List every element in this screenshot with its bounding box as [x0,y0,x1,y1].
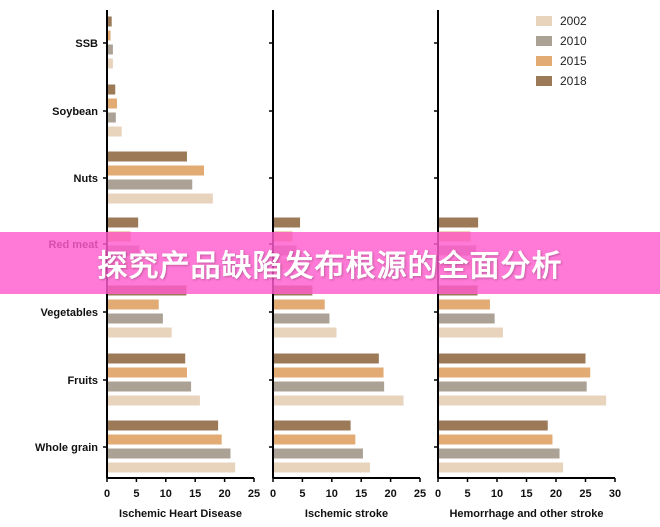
bar-red-meat-2018 [107,217,139,228]
bar-fruits-2015 [107,367,187,378]
bar-whole-grain-2010 [107,448,231,459]
x-tick-label-0: 0 [435,488,441,500]
x-tick-label-0: 0 [270,488,276,500]
bar-fruits-2018 [273,353,379,364]
bar-fruits-2010 [438,381,587,392]
x-tick-label-5: 5 [299,488,305,500]
category-label-ssb: SSB [75,38,98,50]
x-tick-label-20: 20 [384,488,396,500]
legend-swatch-2018 [536,76,552,86]
bar-ssb-2002 [107,58,113,69]
bar-fruits-2002 [273,395,404,406]
x-tick-label-5: 5 [464,488,470,500]
bar-fruits-2018 [107,353,186,364]
bar-fruits-2010 [273,381,385,392]
bar-soybean-2015 [107,98,117,109]
bar-fruits-2015 [438,367,591,378]
bar-vegetables-2010 [273,313,330,324]
x-tick-label-25: 25 [414,488,426,500]
bar-vegetables-2002 [273,327,337,338]
category-label-vegetables: Vegetables [41,307,98,319]
x-tick-label-10: 10 [491,488,503,500]
legend: 2002 2010 2015 2018 [536,14,587,88]
bar-nuts-2010 [107,179,193,190]
bar-red-meat-2018 [273,217,301,228]
x-tick-label-20: 20 [218,488,230,500]
x-tick-label-15: 15 [189,488,201,500]
bar-whole-grain-2010 [438,448,560,459]
x-tick-label-15: 15 [355,488,367,500]
x-tick-label-25: 25 [248,488,260,500]
x-axis-label: Hemorrhage and other stroke [449,508,603,520]
bar-whole-grain-2018 [107,420,219,431]
bar-fruits-2015 [273,367,384,378]
legend-label-2010: 2010 [560,34,587,48]
bar-vegetables-2002 [107,327,172,338]
bar-ssb-2015 [107,30,111,41]
bar-soybean-2018 [107,84,116,95]
bar-whole-grain-2010 [273,448,363,459]
legend-swatch-2002 [536,16,552,26]
x-tick-label-30: 30 [609,488,621,500]
x-tick-label-10: 10 [160,488,172,500]
bar-nuts-2015 [107,165,205,176]
banner-text: 探究产品缺陷发布根源的全面分析 [97,249,563,284]
x-tick-label-0: 0 [104,488,110,500]
bar-vegetables-2010 [438,313,495,324]
bar-whole-grain-2002 [273,462,371,473]
bar-whole-grain-2002 [438,462,564,473]
legend-swatch-2010 [536,36,552,46]
x-axis-label: Ischemic stroke [305,508,388,520]
bar-vegetables-2002 [438,327,503,338]
x-tick-label-20: 20 [550,488,562,500]
bar-whole-grain-2015 [107,434,222,445]
bar-whole-grain-2018 [273,420,351,431]
bar-nuts-2018 [107,151,187,162]
category-label-nuts: Nuts [74,173,98,185]
bar-whole-grain-2015 [273,434,356,445]
x-tick-label-15: 15 [520,488,532,500]
x-tick-label-10: 10 [326,488,338,500]
legend-label-2018: 2018 [560,74,587,88]
legend-label-2002: 2002 [560,14,587,28]
bar-ssb-2010 [107,44,113,55]
category-label-fruits: Fruits [67,375,98,387]
bar-vegetables-2010 [107,313,163,324]
bar-vegetables-2015 [438,299,490,310]
bar-whole-grain-2018 [438,420,548,431]
bar-fruits-2002 [107,395,200,406]
bar-ssb-2018 [107,16,112,27]
bar-vegetables-2015 [273,299,325,310]
bar-soybean-2002 [107,126,122,137]
bar-fruits-2002 [438,395,607,406]
x-tick-label-5: 5 [133,488,139,500]
bar-whole-grain-2015 [438,434,553,445]
bar-nuts-2002 [107,193,213,204]
x-axis-label: Ischemic Heart Disease [119,508,242,520]
category-label-whole-grain: Whole grain [35,442,98,454]
legend-swatch-2015 [536,56,552,66]
bar-red-meat-2018 [438,217,479,228]
bar-fruits-2018 [438,353,586,364]
bar-fruits-2010 [107,381,192,392]
x-tick-label-25: 25 [579,488,591,500]
bar-soybean-2010 [107,112,116,123]
legend-label-2015: 2015 [560,54,587,68]
bar-whole-grain-2002 [107,462,236,473]
bar-vegetables-2015 [107,299,159,310]
category-label-soybean: Soybean [52,106,98,118]
title-banner: 探究产品缺陷发布根源的全面分析 [0,232,660,294]
